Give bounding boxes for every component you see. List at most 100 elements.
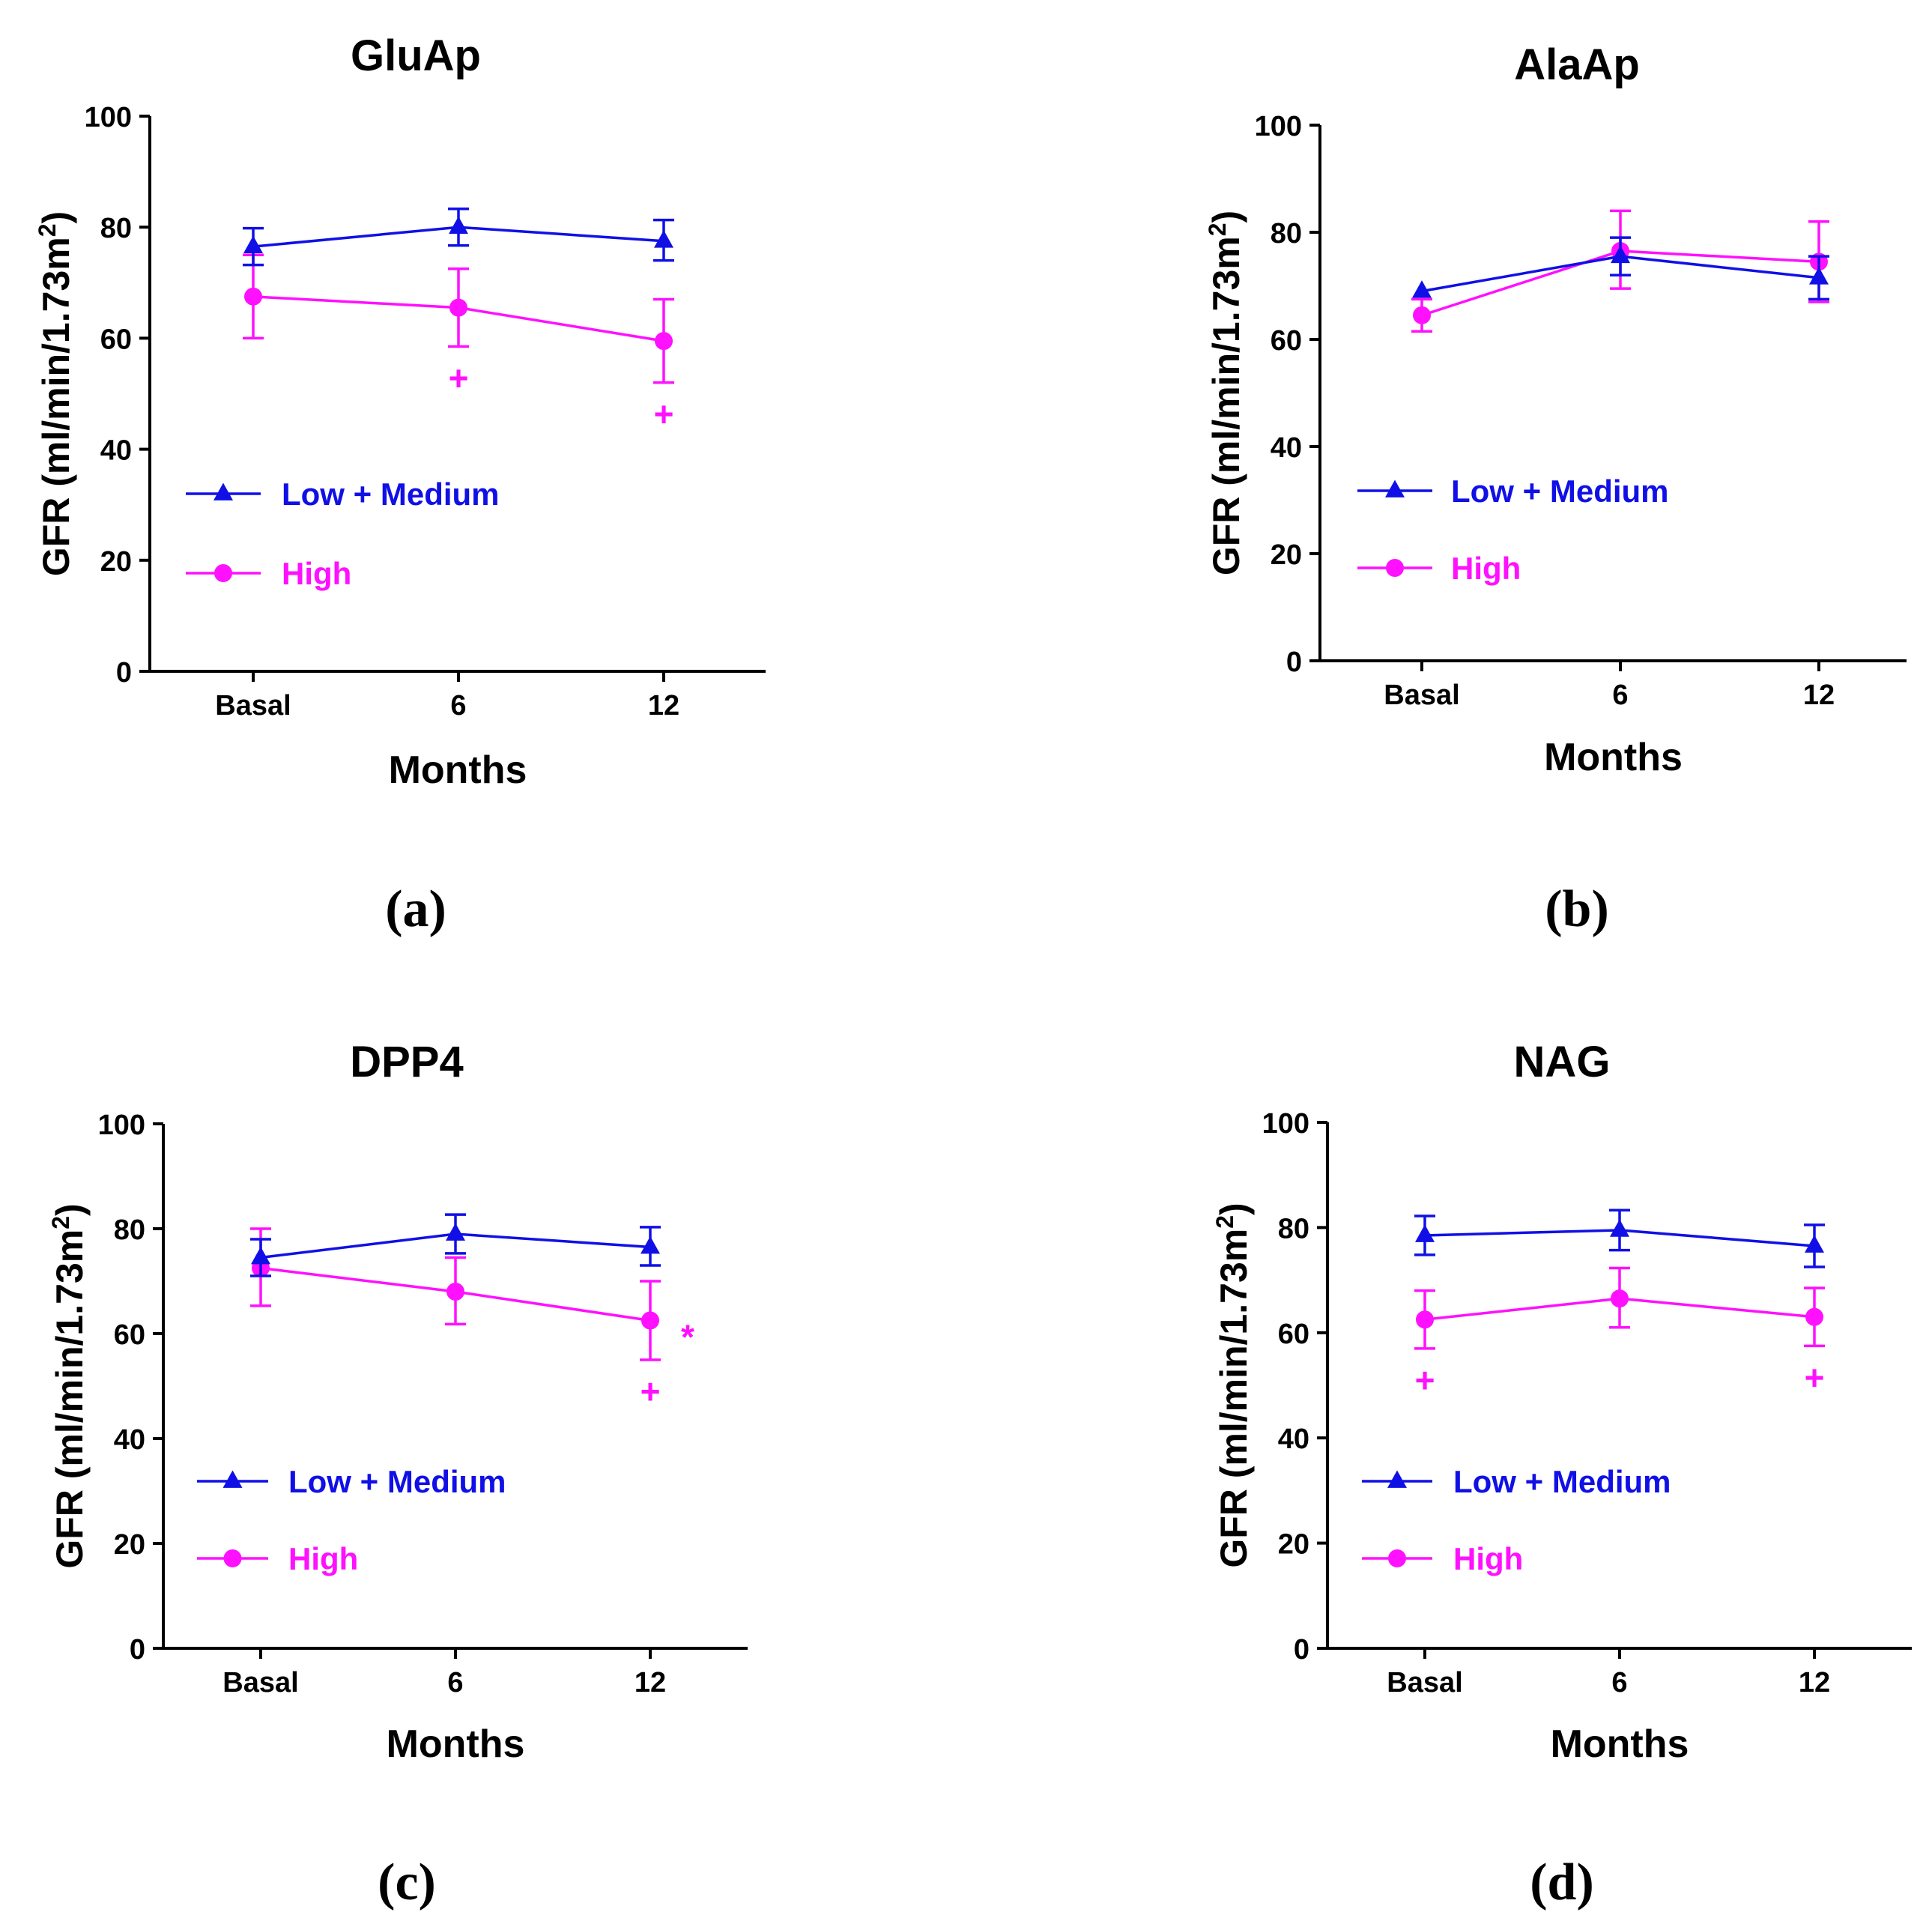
x-tick-label: 12 xyxy=(1799,1667,1830,1698)
data-point-circle xyxy=(1611,1289,1629,1308)
y-tick-label: 60 xyxy=(1271,325,1302,357)
legend-marker-circle xyxy=(1386,559,1404,577)
y-tick-label: 0 xyxy=(1286,647,1302,678)
y-tick-label: 20 xyxy=(1278,1529,1309,1561)
y-axis-label-superscript: 2 xyxy=(1204,223,1231,236)
chart-title: AlaAp xyxy=(1514,40,1640,89)
data-point-circle xyxy=(655,332,673,351)
chart-panel-gluap: GluAp (a) 0 20 40 60 80 100 Basal 6 12 Months GFR (m… xyxy=(34,31,766,938)
significance-plus: + xyxy=(449,359,469,398)
x-tick-label: Basal xyxy=(215,690,291,722)
data-point-circle xyxy=(244,287,262,306)
legend-marker-circle xyxy=(1388,1549,1406,1567)
series-low-medium xyxy=(243,207,674,267)
data-point-triangle xyxy=(654,230,673,248)
data-point-circle xyxy=(641,1311,659,1330)
y-axis-label: GFR (ml/min/1.73m2) xyxy=(34,211,77,576)
chart-panel-alaap: AlaAp (b) 0 20 40 60 80 100 Basal 6 12 Months GFR (m… xyxy=(1204,40,1907,938)
x-tick-label: Basal xyxy=(222,1667,298,1698)
y-axis-label-text: GFR (ml/min/1.73m xyxy=(35,237,77,576)
data-point-triangle xyxy=(641,1235,660,1254)
panel-label: (d) xyxy=(1530,1854,1594,1911)
y-tick-label: 0 xyxy=(130,1634,145,1666)
chart-panel-dpp4: DPP4 (c) 0 20 40 60 80 100 Basal 6 12 Months GFR (ml… xyxy=(47,1038,748,1911)
data-point-triangle xyxy=(449,216,468,235)
x-tick-label: Basal xyxy=(1384,680,1459,711)
y-tick-label: 20 xyxy=(1271,539,1302,571)
y-tick-label: 80 xyxy=(1278,1213,1309,1244)
y-tick-label: 60 xyxy=(1278,1319,1309,1350)
data-point-triangle xyxy=(243,235,263,254)
legend: Low + Medium High xyxy=(1362,1464,1671,1576)
y-axis-label-close: ) xyxy=(1213,1203,1255,1215)
legend-marker-triangle xyxy=(222,1470,243,1488)
y-tick-label: 40 xyxy=(1271,432,1302,464)
legend-marker-triangle xyxy=(1385,480,1405,497)
legend-label-high: High xyxy=(288,1541,358,1576)
legend-label-high: High xyxy=(282,556,351,591)
chart-panel-nag: NAG (d) 0 20 40 60 80 100 Basal 6 12 Months GFR (ml/… xyxy=(1211,1038,1912,1911)
y-tick-label: 80 xyxy=(114,1214,145,1246)
chart-title: DPP4 xyxy=(350,1038,464,1086)
series-low-medium xyxy=(1412,236,1829,301)
data-point-triangle xyxy=(446,1223,465,1241)
y-tick-label: 40 xyxy=(114,1424,145,1456)
series-low-medium xyxy=(250,1213,661,1277)
y-tick-label: 40 xyxy=(100,435,132,467)
y-tick-label: 100 xyxy=(1255,111,1302,142)
x-tick-label: Basal xyxy=(1387,1667,1462,1698)
y-tick-label: 20 xyxy=(114,1529,145,1561)
y-tick-label: 0 xyxy=(1294,1634,1309,1666)
y-axis-label-superscript: 2 xyxy=(47,1216,74,1229)
data-point-triangle xyxy=(1611,245,1630,264)
y-axis-label-text: GFR (ml/min/1.73m xyxy=(1213,1229,1255,1568)
legend-marker-circle xyxy=(223,1549,242,1567)
x-tick-label: 12 xyxy=(648,690,679,722)
y-tick-label: 100 xyxy=(85,102,132,133)
x-axis-label: Months xyxy=(389,748,527,792)
y-tick-label: 100 xyxy=(1262,1108,1309,1140)
significance-plus: + xyxy=(1415,1361,1435,1400)
y-axis-label: GFR (ml/min/1.73m2) xyxy=(1211,1203,1255,1567)
y-axis-label: GFR (ml/min/1.73m2) xyxy=(1204,211,1247,575)
legend: Low + Medium High xyxy=(197,1464,506,1576)
x-axis-label: Months xyxy=(1551,1722,1689,1766)
y-axis-label-close: ) xyxy=(35,211,77,224)
x-tick-label: 12 xyxy=(1803,680,1835,711)
significance-plus: + xyxy=(1805,1358,1825,1397)
x-tick-label: 12 xyxy=(635,1667,666,1698)
y-axis-label-close: ) xyxy=(1205,211,1247,223)
y-tick-label: 100 xyxy=(98,1110,145,1141)
data-point-circle xyxy=(1805,1307,1823,1326)
panel-label: (c) xyxy=(378,1854,436,1911)
series-high xyxy=(1414,1266,1825,1350)
y-tick-label: 0 xyxy=(116,657,132,689)
data-point-circle xyxy=(446,1283,464,1301)
significance-asterisk: * xyxy=(681,1318,694,1357)
data-point-circle xyxy=(449,298,467,317)
legend-marker-circle xyxy=(214,564,232,582)
y-tick-label: 80 xyxy=(1271,218,1302,249)
legend-marker-triangle xyxy=(214,482,233,500)
data-point-triangle xyxy=(1610,1219,1629,1237)
x-axis-label: Months xyxy=(387,1722,525,1766)
x-axis-label: Months xyxy=(1544,736,1683,779)
y-axis-label: GFR (ml/min/1.73m2) xyxy=(47,1203,91,1568)
data-point-triangle xyxy=(1412,280,1432,298)
panel-label: (b) xyxy=(1545,880,1609,938)
y-axis-label-superscript: 2 xyxy=(34,223,61,237)
data-point-triangle xyxy=(1805,1235,1824,1253)
legend: Low + Medium High xyxy=(1357,474,1669,586)
legend-label-low-medium: Low + Medium xyxy=(288,1464,506,1499)
significance-plus: + xyxy=(654,395,674,434)
legend-label-high: High xyxy=(1453,1541,1523,1576)
y-axis-label-text: GFR (ml/min/1.73m xyxy=(1205,236,1247,575)
legend-label-low-medium: Low + Medium xyxy=(1451,474,1669,509)
series-low-medium xyxy=(1414,1208,1825,1268)
y-tick-label: 20 xyxy=(100,546,132,578)
chart-title: GluAp xyxy=(351,31,481,80)
y-tick-label: 60 xyxy=(100,324,132,355)
y-tick-label: 80 xyxy=(100,213,132,244)
y-axis-label-text: GFR (ml/min/1.73m xyxy=(49,1229,91,1569)
